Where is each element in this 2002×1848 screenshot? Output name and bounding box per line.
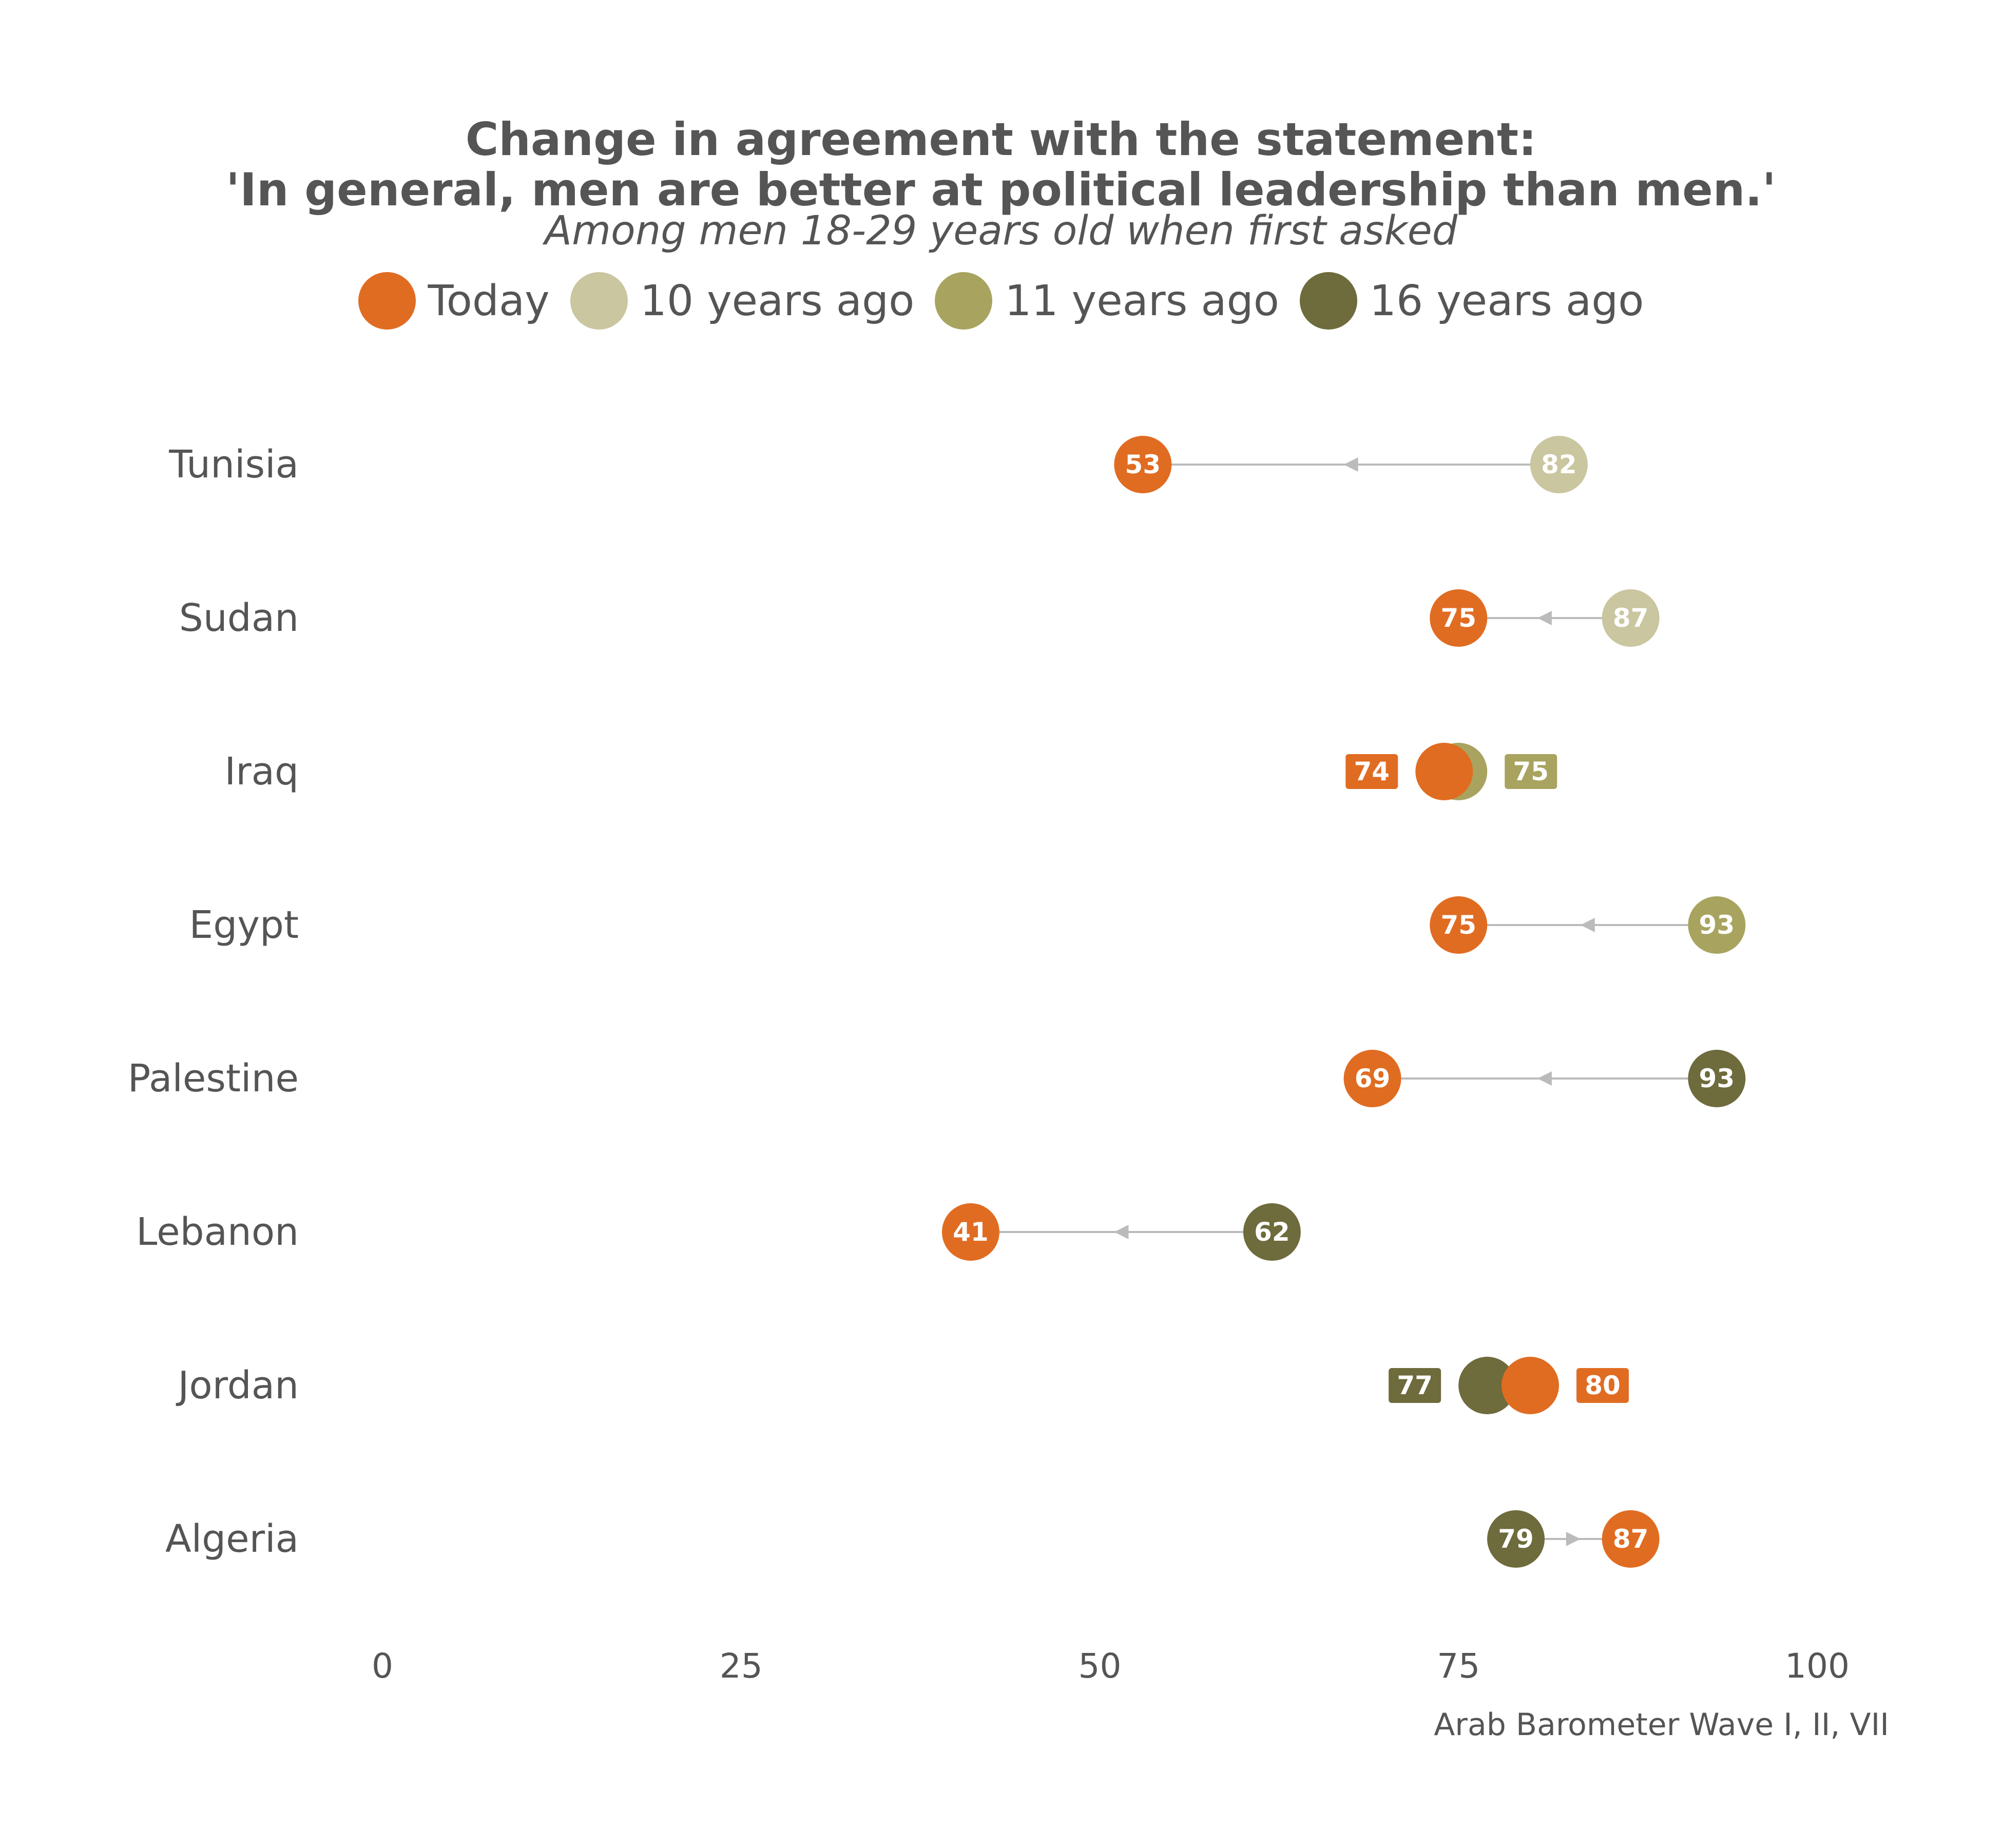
today-value-label: 69 [1355,1064,1391,1093]
country-label: Lebanon [136,1210,299,1254]
past-point [1688,1050,1746,1107]
today-value-label: 75 [1440,603,1476,633]
row-palestine: Palestine 93 69 [128,1050,1746,1107]
past-value-label: 93 [1699,910,1735,940]
direction-arrow [1343,457,1358,472]
past-value-label: 93 [1699,1064,1735,1093]
past-value-label: 77 [1397,1371,1433,1400]
past-value-box [1505,754,1557,789]
past-point [1458,1357,1516,1414]
past-value-label: 62 [1254,1217,1290,1247]
today-value-label: 53 [1125,450,1161,479]
legend-item-11-years-ago: 11 years ago [935,272,1279,330]
direction-arrow [1114,1225,1129,1239]
legend-label-16-years-ago: 16 years ago [1369,276,1644,325]
today-point [941,1203,999,1261]
today-point [1343,1050,1401,1107]
today-value-label: 75 [1440,910,1476,940]
legend-item-16-years-ago: 16 years ago [1299,272,1644,330]
legend-label-today: Today [428,276,550,325]
today-point [1602,1510,1660,1568]
row-egypt: Egypt 93 75 [189,896,1746,954]
chart-title-line1: Change in agreement with the statement: [465,113,1537,166]
direction-arrow [1580,918,1595,932]
today-point [1430,589,1488,647]
past-value-label: 79 [1498,1524,1534,1554]
direction-arrow [1566,1532,1581,1546]
country-label: Palestine [128,1056,299,1101]
legend-item-10-years-ago: 10 years ago [570,272,915,330]
country-label: Jordan [176,1363,299,1408]
legend-swatch-11-years-ago [935,272,993,330]
past-point [1243,1203,1301,1261]
past-point [1487,1510,1545,1568]
today-point [1114,436,1172,493]
row-algeria: Algeria 79 87 [165,1510,1660,1568]
legend-label-11-years-ago: 11 years ago [1005,276,1279,325]
country-label: Iraq [224,749,299,794]
direction-arrow [1537,611,1552,625]
past-point [1602,589,1660,647]
legend-swatch-16-years-ago [1299,272,1357,330]
today-value-box [1576,1368,1629,1403]
past-value-label: 87 [1613,603,1649,633]
chart-subtitle: Among men 18-29 years old when first ask… [544,208,1458,254]
country-label: Sudan [179,596,299,640]
past-point [1530,436,1588,493]
today-point [1430,896,1488,954]
row-sudan: Sudan 87 75 [179,589,1660,647]
today-value-label: 74 [1354,757,1390,786]
x-tick-label: 75 [1437,1646,1480,1686]
today-value-label: 80 [1585,1371,1621,1400]
row-tunisia: Tunisia 82 53 [168,436,1588,493]
past-value-label: 75 [1513,757,1549,786]
country-label: Egypt [189,903,299,947]
today-value-label: 87 [1613,1524,1649,1554]
row-iraq: Iraq 74 75 [224,743,1557,800]
x-tick-label: 25 [720,1646,763,1686]
today-value-label: 41 [953,1217,989,1247]
legend-item-today: Today [358,272,550,330]
legend-swatch-10-years-ago [570,272,628,330]
past-value-label: 82 [1541,450,1577,479]
source-note: Arab Barometer Wave I, II, VII [1434,1707,1889,1743]
row-jordan: Jordan 77 80 [176,1357,1629,1414]
legend-label-10-years-ago: 10 years ago [640,276,915,325]
today-value-box [1345,754,1398,789]
direction-arrow [1537,1071,1552,1086]
x-tick-label: 50 [1079,1646,1122,1686]
past-point [1688,896,1746,954]
today-point [1502,1357,1559,1414]
row-lebanon: Lebanon 62 41 [136,1203,1301,1261]
today-point [1415,743,1473,800]
x-tick-label: 100 [1785,1646,1850,1686]
chart-legend: Today 10 years ago 11 years ago 16 years… [0,272,2002,330]
x-tick-label: 0 [372,1646,393,1686]
country-label: Algeria [165,1517,299,1561]
country-label: Tunisia [168,442,299,487]
chart-title-line2: 'In general, men are better at political… [226,163,1776,216]
past-value-box [1389,1368,1441,1403]
legend-swatch-today [358,272,416,330]
